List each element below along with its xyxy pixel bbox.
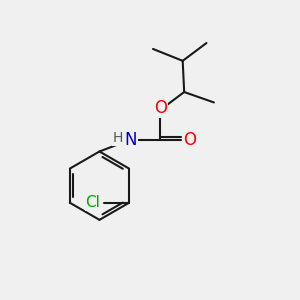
Text: H: H: [113, 131, 123, 146]
Text: N: N: [124, 130, 137, 148]
Text: O: O: [154, 99, 167, 117]
Text: O: O: [183, 130, 196, 148]
Text: Cl: Cl: [85, 195, 100, 210]
